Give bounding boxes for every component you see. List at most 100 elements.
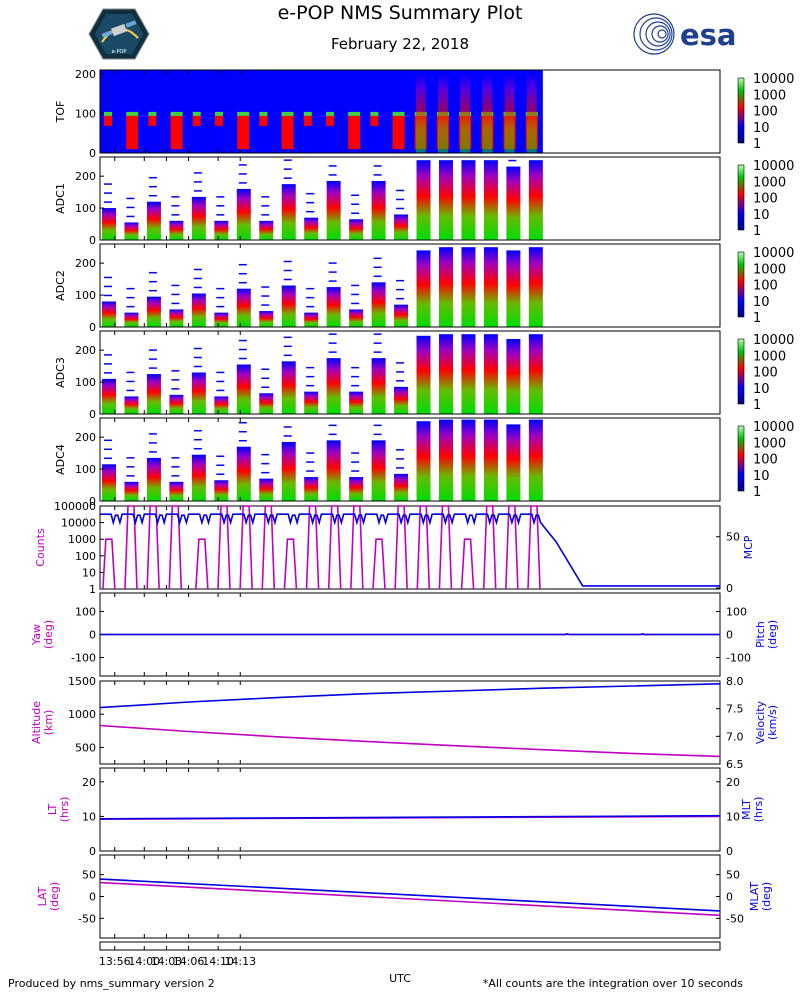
adc1-burst [124, 222, 139, 240]
lt-ylabel-line: LT [46, 804, 59, 816]
adc3-ylabel: ADC3 [54, 357, 67, 388]
adc1-burst [416, 160, 431, 240]
counts-pulse [438, 505, 453, 590]
adc4-burst [191, 454, 206, 501]
adc1-frame [99, 156, 721, 241]
tof-burst [526, 73, 537, 153]
adc1-burst [438, 160, 453, 240]
counts-ylabel: Counts [34, 528, 47, 567]
counts-ytick-label: 1000 [68, 533, 96, 546]
adc4-burst [146, 457, 161, 501]
adc1-colorbar-label: 100 [753, 192, 778, 207]
adc2-burst [416, 250, 431, 327]
counts-pulse [168, 505, 183, 590]
tof-band [303, 111, 312, 116]
counts-pulse [102, 538, 116, 590]
adc3-burst [326, 358, 341, 414]
tof-colorbar [737, 77, 745, 144]
adc2-burst [146, 296, 161, 327]
adc4-colorbar-label: 10 [753, 469, 770, 484]
adc4-colorbar [737, 425, 745, 492]
counts-ytick-label: 100000 [54, 500, 96, 513]
page-title: e-POP NMS Summary Plot [277, 2, 523, 24]
mlat-ytick-label: -50 [726, 912, 744, 925]
adc1-ylabel: ADC1 [54, 183, 67, 214]
tof-ytick-label: 100 [75, 107, 96, 120]
mlt-ytick-label: 20 [726, 776, 740, 789]
velocity-ylabel-line: (km/s) [766, 705, 779, 740]
adc2-ylabel: ADC2 [54, 270, 67, 301]
tof-band [281, 111, 294, 116]
counts-pulse [217, 505, 231, 590]
adc3-burst [349, 391, 364, 414]
adc3-burst [259, 393, 274, 414]
adc3-ylabel-line: ADC3 [54, 357, 67, 388]
adc4-burst [349, 477, 364, 501]
footer-integration-note: *All counts are the integration over 10 … [482, 977, 743, 990]
adc2-colorbar-label: 1000 [753, 262, 786, 277]
adc4-burst [461, 419, 476, 501]
adc2-colorbar-label: 1 [753, 311, 761, 326]
tof-colorbar-label: 1000 [753, 88, 786, 103]
adc3-burst [236, 364, 251, 414]
adc3-burst [506, 338, 521, 414]
adc4-burst [326, 440, 341, 501]
adc3-colorbar-label: 1 [753, 398, 761, 413]
adc4-burst [102, 464, 116, 501]
tof-burst [504, 73, 515, 153]
adc4-colorbar-label: 10000 [753, 420, 794, 435]
adc1-burst [102, 208, 116, 240]
counts-pulse [350, 505, 364, 590]
adc4-burst [371, 440, 386, 501]
tof-column [370, 114, 379, 126]
adc1-burst [326, 180, 341, 240]
adc4-burst [416, 421, 431, 501]
tof-colorbar-label: 10000 [753, 72, 794, 87]
altitude-ylabel: Altitude(km) [30, 701, 55, 744]
counts-pulse [416, 505, 431, 590]
adc4-burst [528, 419, 543, 501]
tof-column [325, 114, 334, 126]
adc3-burst [371, 358, 386, 414]
tof-ylabel: TOF [54, 101, 67, 124]
adc3-burst [124, 396, 139, 414]
adc3-burst [169, 394, 184, 414]
tof-ylabel-line: TOF [54, 101, 67, 124]
adc4-burst [483, 419, 498, 501]
adc4-burst [259, 478, 274, 501]
lat-series [99, 881, 721, 917]
tof-burst [482, 73, 493, 153]
tof-column [281, 114, 294, 150]
mlt-ylabel-line: (hrs) [752, 797, 765, 823]
adc2-burst [259, 311, 274, 327]
velocity-ylabel: Velocity(km/s) [754, 700, 779, 744]
adc2-burst [191, 293, 206, 327]
yaw-ytick-label: -100 [71, 652, 96, 665]
mlat-ylabel-line: MLAT [748, 882, 761, 912]
mcp-ylabel: MCP [742, 535, 755, 559]
lt-frame [99, 767, 721, 852]
tof-colorbar-label: 100 [753, 105, 778, 120]
counts-pulse [505, 505, 519, 590]
adc4-burst [214, 480, 229, 501]
counts-pulse [283, 538, 298, 590]
counts-ytick-label: 10 [82, 566, 96, 579]
velocity-ytick-label: 7.0 [726, 730, 744, 743]
adc2-ytick-label: 200 [75, 257, 96, 270]
adc1-colorbar-label: 10000 [753, 159, 794, 174]
mlt-ylabel: MLT(hrs) [740, 797, 765, 823]
tof-band [370, 111, 379, 116]
pitch-ytick-label: 100 [726, 605, 747, 618]
tof-burst [415, 73, 426, 153]
pitch-ylabel: Pitch(deg) [754, 620, 779, 649]
adc2-burst [438, 247, 453, 327]
adc1-colorbar-label: 1000 [753, 175, 786, 190]
velocity-ytick-label: 7.5 [726, 703, 744, 716]
adc4-burst [438, 419, 453, 501]
tof-column [126, 114, 139, 150]
altitude-ylabel-line: (km) [42, 710, 55, 736]
adc1-burst [528, 160, 543, 240]
adc4-burst [506, 424, 521, 501]
adc1-burst [483, 160, 498, 240]
pitch-ytick-label: 0 [726, 629, 733, 642]
